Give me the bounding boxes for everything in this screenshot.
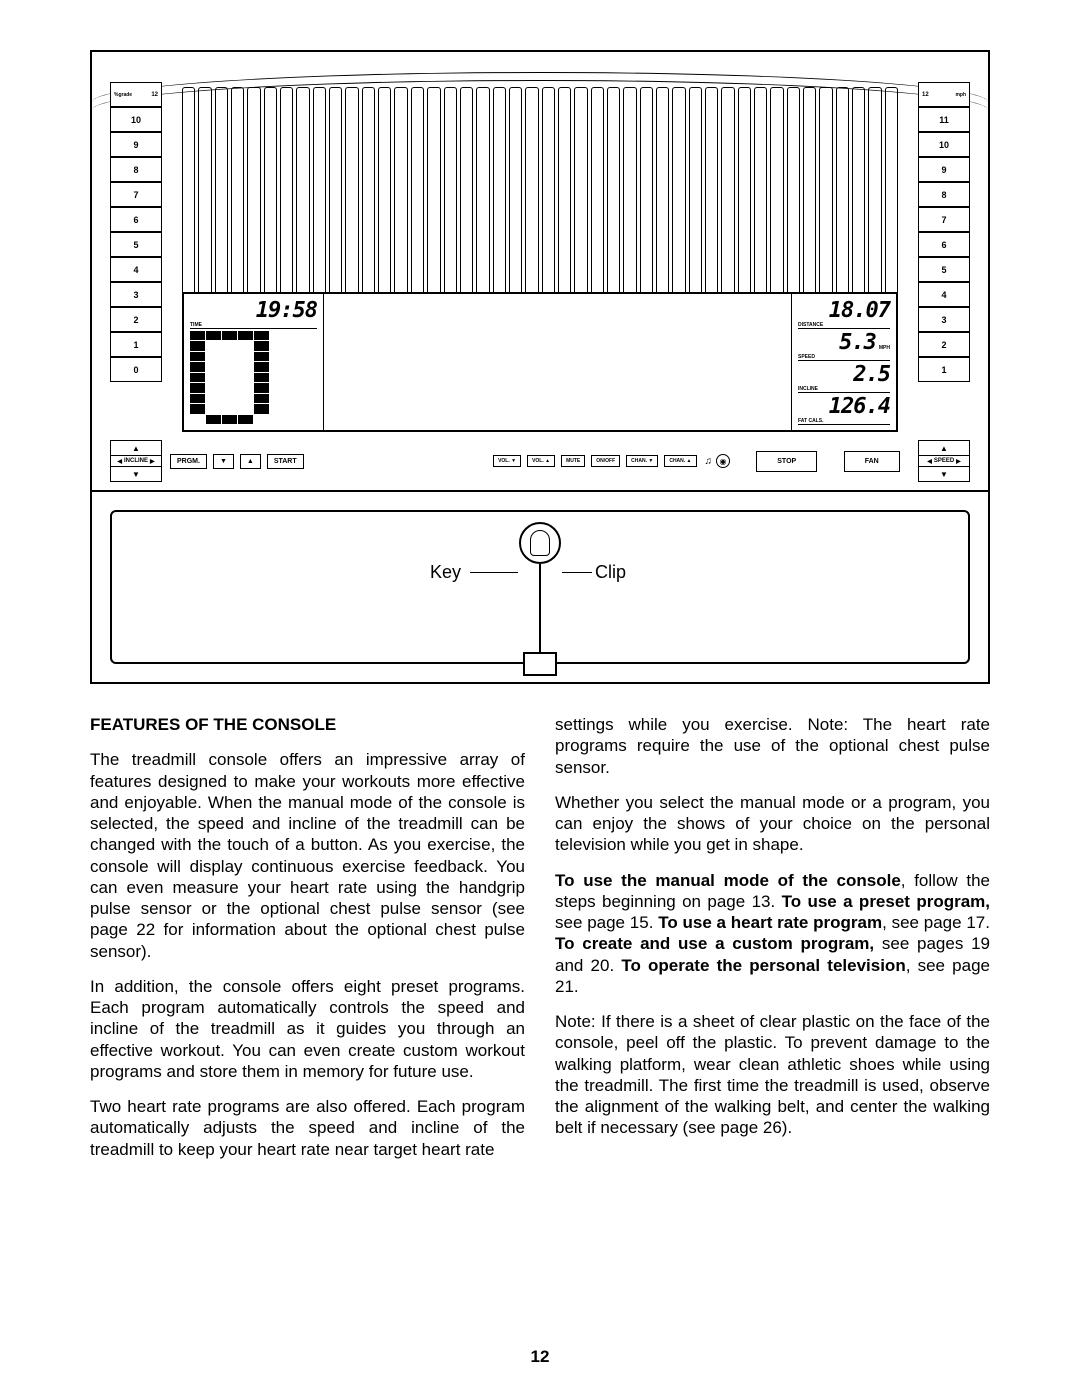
lcd-display: 19:58 TIME 18.07 DISTANCE 5.3 MPH SPEED	[182, 292, 898, 432]
body-paragraph: settings while you exercise. Note: The h…	[555, 714, 990, 778]
scale-step[interactable]: 6	[110, 207, 162, 232]
fatcals-label: FAT CALS.	[798, 418, 890, 425]
scale-step[interactable]: 4	[110, 257, 162, 282]
body-paragraph: Note: If there is a sheet of clear plast…	[555, 1011, 990, 1139]
scale-max: 12	[151, 92, 158, 98]
speed-label: SPEED	[798, 354, 890, 361]
scale-step[interactable]: 7	[918, 207, 970, 232]
scale-unit: %grade	[114, 92, 132, 98]
speaker-vents	[182, 87, 898, 317]
incline-value: 2.5	[798, 364, 890, 386]
console-button[interactable]: FAN	[844, 451, 900, 472]
scale-step[interactable]: 8	[918, 182, 970, 207]
console-diagram: %grade 12 109876543210 12 mph 1110987654…	[90, 50, 990, 684]
scale-step[interactable]: 10	[110, 107, 162, 132]
scale-step[interactable]: 10	[918, 132, 970, 157]
clip-callout-label: Clip	[595, 562, 626, 583]
safety-clip[interactable]	[523, 652, 557, 676]
scale-step[interactable]: 9	[918, 157, 970, 182]
scale-step[interactable]: 2	[918, 332, 970, 357]
scale-step[interactable]: 3	[110, 282, 162, 307]
incline-scale: %grade 12 109876543210	[110, 82, 162, 382]
program-profile	[190, 331, 317, 424]
console-button[interactable]: ▲	[240, 454, 261, 469]
console-button[interactable]: PRGM.	[170, 454, 207, 469]
tv-button[interactable]: MUTE	[561, 455, 585, 467]
scale-step[interactable]: 5	[110, 232, 162, 257]
scale-step[interactable]: 4	[918, 282, 970, 307]
console-button[interactable]: ▼	[213, 454, 234, 469]
scale-step[interactable]: 11	[918, 107, 970, 132]
speed-scale: 12 mph 1110987654321	[918, 82, 970, 382]
scale-step[interactable]: 2	[110, 307, 162, 332]
scale-step[interactable]: 3	[918, 307, 970, 332]
body-paragraph: To use the manual mode of the console, f…	[555, 870, 990, 998]
lanyard	[539, 564, 541, 654]
body-paragraph: Two heart rate programs are also offered…	[90, 1096, 525, 1160]
section-heading: FEATURES OF THE CONSOLE	[90, 714, 525, 735]
speed-arrows[interactable]: ▲ ◀SPEED▶ ▼	[918, 440, 970, 482]
scale-step[interactable]: 0	[110, 357, 162, 382]
console-base: Key Clip	[92, 492, 988, 682]
safety-key[interactable]	[519, 522, 561, 564]
scale-unit: mph	[955, 92, 966, 98]
headphone-icon: ♫	[705, 456, 713, 467]
scale-step[interactable]: 5	[918, 257, 970, 282]
tv-button[interactable]: VOL. ▼	[493, 455, 521, 467]
scale-max: 12	[922, 92, 929, 98]
incline-label: INCLINE	[798, 386, 890, 393]
body-text: FEATURES OF THE CONSOLE The treadmill co…	[90, 714, 990, 1174]
speed-value: 5.3	[839, 332, 876, 354]
tv-screen	[324, 294, 791, 430]
audio-jack-icon: ◉	[716, 454, 730, 468]
tv-button[interactable]: CHAN. ▲	[664, 455, 696, 467]
tv-button[interactable]: VOL. ▲	[527, 455, 555, 467]
incline-arrows[interactable]: ▲ ◀INCLINE▶ ▼	[110, 440, 162, 482]
console-button[interactable]: STOP	[756, 451, 817, 472]
distance-value: 18.07	[798, 300, 890, 322]
tv-button[interactable]: CHAN. ▼	[626, 455, 658, 467]
scale-step[interactable]: 6	[918, 232, 970, 257]
page-number: 12	[531, 1347, 550, 1367]
body-paragraph: In addition, the console offers eight pr…	[90, 976, 525, 1082]
fatcals-value: 126.4	[798, 396, 890, 418]
scale-step[interactable]: 8	[110, 157, 162, 182]
control-row: ▲ ◀INCLINE▶ ▼ PRGM. ▼ ▲ START VOL. ▼ VOL. ▲ MU…	[110, 440, 970, 482]
scale-step[interactable]: 9	[110, 132, 162, 157]
tv-button[interactable]: ON/OFF	[591, 455, 620, 467]
body-paragraph: The treadmill console offers an impressi…	[90, 749, 525, 962]
time-value: 19:58	[190, 300, 317, 322]
scale-step[interactable]: 1	[918, 357, 970, 382]
scale-step[interactable]: 1	[110, 332, 162, 357]
scale-step[interactable]: 7	[110, 182, 162, 207]
key-callout-label: Key	[430, 562, 461, 583]
distance-label: DISTANCE	[798, 322, 890, 329]
body-paragraph: Whether you select the manual mode or a …	[555, 792, 990, 856]
time-label: TIME	[190, 322, 317, 329]
console-button[interactable]: START	[267, 454, 304, 469]
